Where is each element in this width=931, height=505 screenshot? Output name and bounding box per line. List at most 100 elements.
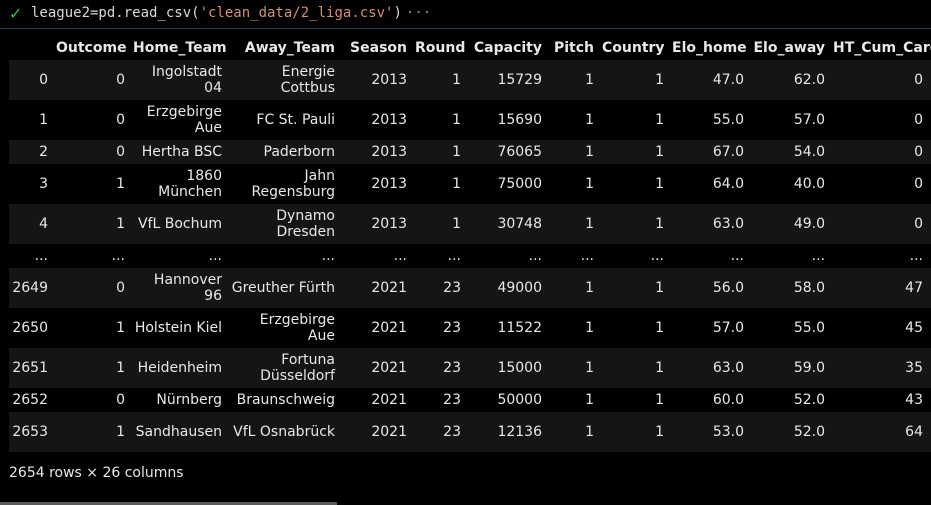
table-cell: 23 xyxy=(415,412,469,452)
table-cell: 1 xyxy=(602,164,672,204)
table-cell: 23 xyxy=(415,308,469,348)
table-cell: 23 xyxy=(415,388,469,412)
table-cell: 49.0 xyxy=(752,204,833,244)
table-cell: 1 xyxy=(550,412,602,452)
table-cell: 1 xyxy=(56,412,133,452)
row-index: 2650 xyxy=(9,308,56,348)
table-cell: 0 xyxy=(833,140,931,164)
table-cell: FC St. Pauli xyxy=(230,100,343,140)
table-cell: 62.0 xyxy=(752,60,833,100)
table-cell: Energie Cottbus xyxy=(230,60,343,100)
table-cell: 1 xyxy=(415,140,469,164)
table-cell: 2021 xyxy=(343,308,415,348)
table-cell: 53.0 xyxy=(672,412,752,452)
code-line[interactable]: league2=pd.read_csv('clean_data/2_liga.c… xyxy=(31,5,431,21)
table-cell: 64 xyxy=(833,412,931,452)
table-cell: 64.0 xyxy=(672,164,752,204)
table-row: 4 1 VfL Bochum Dynamo Dresden 2013 1 30748 1 1 63… xyxy=(9,204,931,244)
table-cell: ... xyxy=(230,244,343,268)
column-header: Elo_away xyxy=(752,36,833,60)
table-cell: 15690 xyxy=(469,100,550,140)
table-cell: 1 xyxy=(550,140,602,164)
table-cell: Jahn Regensburg xyxy=(230,164,343,204)
column-header: Outcome xyxy=(56,36,133,60)
row-index: 2649 xyxy=(9,268,56,308)
table-cell: 1 xyxy=(550,164,602,204)
table-cell: Heidenheim xyxy=(133,348,230,388)
table-cell: 63.0 xyxy=(672,204,752,244)
table-cell: 1 xyxy=(602,308,672,348)
table-cell: ... xyxy=(752,244,833,268)
table-cell: Nürnberg xyxy=(133,388,230,412)
table-cell: VfL Bochum xyxy=(133,204,230,244)
table-cell: ... xyxy=(602,244,672,268)
table-cell: 59.0 xyxy=(752,348,833,388)
table-cell: 55.0 xyxy=(752,308,833,348)
table-cell: 1 xyxy=(415,100,469,140)
table-cell: Erzgebirge Aue xyxy=(133,100,230,140)
table-cell: 0 xyxy=(56,140,133,164)
table-cell: 15729 xyxy=(469,60,550,100)
table-cell: 2013 xyxy=(343,60,415,100)
table-cell: ... xyxy=(833,244,931,268)
table-cell: 2021 xyxy=(343,268,415,308)
table-row: 2653 1 Sandhausen VfL Osnabrück 2021 23 12136 1… xyxy=(9,412,931,452)
horizontal-scrollbar[interactable] xyxy=(0,502,337,505)
dataframe-table: Outcome Home_Team Away_Team Season Round Capa… xyxy=(9,36,931,452)
dataframe-output: Outcome Home_Team Away_Team Season Round Capa… xyxy=(9,36,931,452)
table-row: 2652 0 Nürnberg Braunschweig 2021 23 50000 1 1 60… xyxy=(9,388,931,412)
row-index: 2651 xyxy=(9,348,56,388)
table-cell: 47 xyxy=(833,268,931,308)
table-cell: 1 xyxy=(602,204,672,244)
table-cell: 2021 xyxy=(343,348,415,388)
table-row: 2650 1 Holstein Kiel Erzgebirge Aue 2021 23 11… xyxy=(9,308,931,348)
column-header: Season xyxy=(343,36,415,60)
code-string: 'clean_data/2_liga.csv' xyxy=(199,5,394,21)
table-cell: VfL Osnabrück xyxy=(230,412,343,452)
table-row: 2651 1 Heidenheim Fortuna Düsseldorf 2021 23 1… xyxy=(9,348,931,388)
row-index: 2652 xyxy=(9,388,56,412)
table-cell: 2013 xyxy=(343,164,415,204)
column-header: Pitch xyxy=(550,36,602,60)
column-header: HT_Cum_Cards xyxy=(833,36,931,60)
table-cell: 60.0 xyxy=(672,388,752,412)
row-count-summary: 2654 rows × 26 columns xyxy=(9,465,184,481)
table-cell: 1 xyxy=(602,412,672,452)
table-cell: 1 xyxy=(56,204,133,244)
table-cell: 49000 xyxy=(469,268,550,308)
table-cell: Fortuna Düsseldorf xyxy=(230,348,343,388)
code-cell-header[interactable]: ✓ league2=pd.read_csv('clean_data/2_liga… xyxy=(0,0,931,29)
table-cell: 56.0 xyxy=(672,268,752,308)
table-cell: 45 xyxy=(833,308,931,348)
table-cell: 43 xyxy=(833,388,931,412)
table-cell: 1 xyxy=(550,204,602,244)
table-cell: Hannover 96 xyxy=(133,268,230,308)
table-cell: Paderborn xyxy=(230,140,343,164)
table-cell: Ingolstadt 04 xyxy=(133,60,230,100)
table-cell: 2013 xyxy=(343,100,415,140)
table-cell: 1 xyxy=(550,100,602,140)
table-cell: 50000 xyxy=(469,388,550,412)
table-cell: 67.0 xyxy=(672,140,752,164)
column-header: Capacity xyxy=(469,36,550,60)
table-cell: 1 xyxy=(602,388,672,412)
table-cell: 2013 xyxy=(343,204,415,244)
ellipsis-row: .................................... xyxy=(9,244,931,268)
table-cell: 30748 xyxy=(469,204,550,244)
table-cell: ... xyxy=(672,244,752,268)
row-index: 4 xyxy=(9,204,56,244)
table-row: 0 0 Ingolstadt 04 Energie Cottbus 2013 1 15729… xyxy=(9,60,931,100)
table-cell: ... xyxy=(550,244,602,268)
table-cell: ... xyxy=(56,244,133,268)
table-cell: 1 xyxy=(550,348,602,388)
more-indicator[interactable]: ··· xyxy=(405,5,432,21)
table-cell: 0 xyxy=(833,60,931,100)
table-cell: 0 xyxy=(56,100,133,140)
table-cell: 12136 xyxy=(469,412,550,452)
table-cell: 0 xyxy=(56,388,133,412)
table-cell: 11522 xyxy=(469,308,550,348)
table-cell: ... xyxy=(469,244,550,268)
column-header: Elo_home xyxy=(672,36,752,60)
table-cell: Dynamo Dresden xyxy=(230,204,343,244)
row-index: 0 xyxy=(9,60,56,100)
